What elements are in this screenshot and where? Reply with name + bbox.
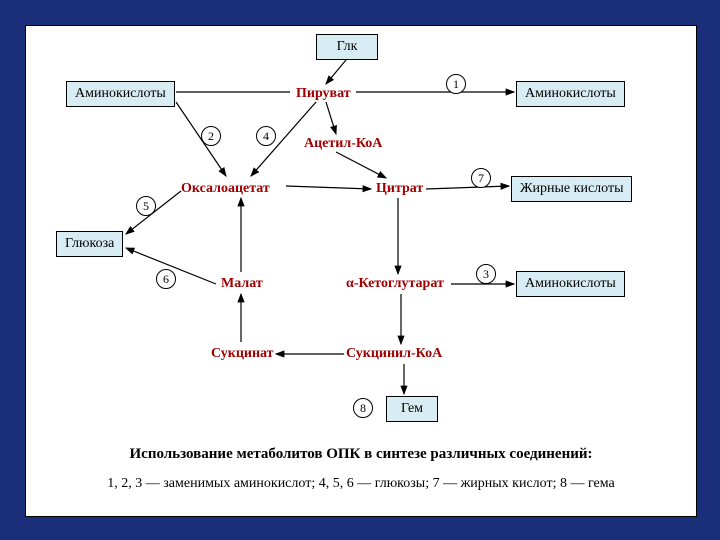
- circle-1: 1: [446, 74, 466, 94]
- node-pyruvate: Пируват: [296, 86, 351, 102]
- circle-6: 6: [156, 269, 176, 289]
- node-glucose: Глюкоза: [56, 231, 123, 257]
- circle-3: 3: [476, 264, 496, 284]
- diagram-legend: 1, 2, 3 — заменимых аминокислот; 4, 5, 6…: [26, 476, 696, 492]
- diagram-caption: Использование метаболитов ОПК в синтезе …: [26, 446, 696, 463]
- node-a-ketoglutarate: α-Кетоглутарат: [346, 276, 444, 292]
- node-heme: Гем: [386, 396, 438, 422]
- node-malate: Малат: [221, 276, 263, 292]
- circle-2: 2: [201, 126, 221, 146]
- node-oxaloacetate: Оксалоацетат: [181, 181, 270, 197]
- circle-8: 8: [353, 398, 373, 418]
- node-succinyl-coa: Сукцинил-КоА: [346, 346, 442, 362]
- circle-4: 4: [256, 126, 276, 146]
- node-amino-left: Аминокислоты: [66, 81, 175, 107]
- node-amino-right-1: Аминокислоты: [516, 81, 625, 107]
- node-fatty-acids: Жирные кислоты: [511, 176, 632, 202]
- node-acetyl-coa: Ацетил-КоА: [304, 136, 382, 152]
- node-succinate: Сукцинат: [211, 346, 274, 362]
- node-glk: Глк: [316, 34, 378, 60]
- node-amino-right-2: Аминокислоты: [516, 271, 625, 297]
- diagram-panel: Глк Аминокислоты Аминокислоты Жирные кис…: [25, 25, 697, 517]
- circle-5: 5: [136, 196, 156, 216]
- node-citrate: Цитрат: [376, 181, 423, 197]
- circle-7: 7: [471, 168, 491, 188]
